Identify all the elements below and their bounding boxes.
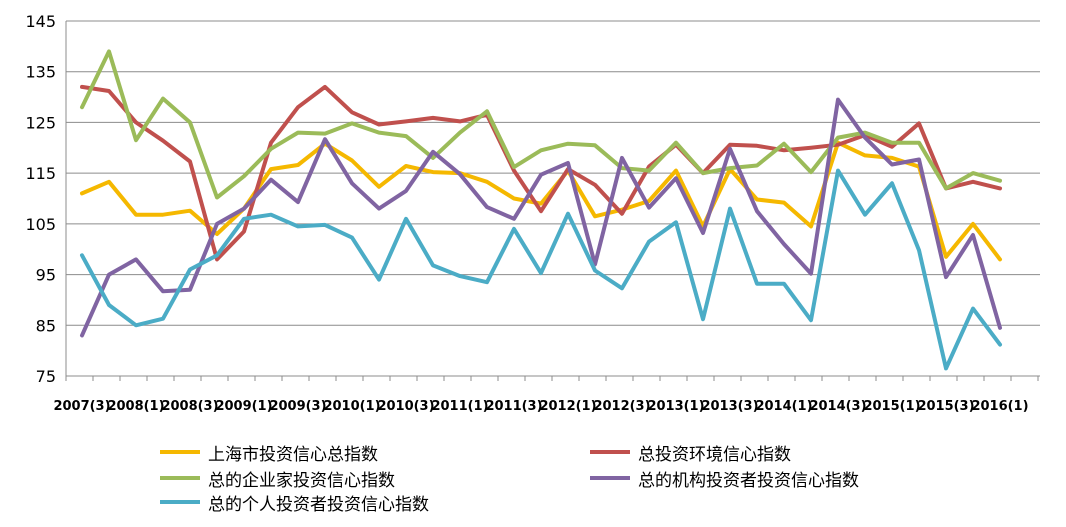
legend-swatch-environment — [590, 450, 630, 454]
legend-label-shanghai-total: 上海市投资信心总指数 — [208, 444, 378, 465]
x-tick-label-9: 2012(1) — [539, 399, 596, 414]
legend-label-institutional: 总的机构投资者投资信心指数 — [638, 470, 859, 491]
x-tick-label-6: 2010(3) — [377, 399, 434, 414]
legend-swatch-shanghai-total — [160, 450, 200, 454]
series-line-4 — [80, 168, 1002, 371]
y-tick-label-4: 115 — [25, 164, 56, 183]
legend-item-entrepreneur: 总的企业家投资信心指数 — [160, 466, 395, 491]
y-tick-label-7: 145 — [25, 12, 56, 31]
y-tick-label-5: 125 — [25, 113, 56, 132]
x-tick-label-3: 2009(1) — [215, 399, 272, 414]
legend-swatch-entrepreneur — [160, 476, 200, 480]
x-tick-label-12: 2013(3) — [701, 399, 758, 414]
y-tick-label-3: 105 — [25, 215, 56, 234]
x-tick-label-1: 2008(1) — [107, 399, 164, 414]
x-tick-label-2: 2008(3) — [161, 399, 218, 414]
legend-item-shanghai-total: 上海市投资信心总指数 — [160, 440, 378, 465]
x-tick-label-17: 2016(1) — [971, 399, 1028, 414]
x-tick-label-10: 2012(3) — [593, 399, 650, 414]
series-line-2 — [80, 49, 1002, 200]
legend-swatch-institutional — [590, 476, 630, 480]
legend-label-environment: 总投资环境信心指数 — [638, 444, 791, 465]
x-tick-label-7: 2011(1) — [431, 399, 488, 414]
x-tick-label-13: 2014(1) — [755, 399, 812, 414]
series-layer — [80, 49, 1002, 371]
axis-layer: 75 85 95 105 115 125 135 145 2007(3)2008(1)2008(… — [25, 12, 1040, 414]
y-tick-label-1: 85 — [36, 316, 56, 335]
series-line-1 — [80, 84, 1002, 262]
legend-item-institutional: 总的机构投资者投资信心指数 — [590, 466, 859, 491]
y-tick-label-2: 95 — [36, 266, 56, 285]
y-tick-label-0: 75 — [36, 367, 56, 386]
x-tick-label-11: 2013(1) — [647, 399, 704, 414]
series-line-3 — [80, 97, 1002, 338]
x-tick-label-8: 2011(3) — [485, 399, 542, 414]
legend-item-environment: 总投资环境信心指数 — [590, 440, 791, 465]
series-line-0 — [80, 140, 1002, 262]
x-tick-label-16: 2015(3) — [917, 399, 974, 414]
x-tick-label-14: 2014(3) — [809, 399, 866, 414]
legend-item-individual: 总的个人投资者投资信心指数 — [160, 490, 429, 515]
x-tick-label-5: 2010(1) — [323, 399, 380, 414]
legend-label-individual: 总的个人投资者投资信心指数 — [208, 494, 429, 515]
grid-layer — [66, 20, 1040, 377]
x-tick-label-4: 2009(3) — [269, 399, 326, 414]
y-tick-label-6: 135 — [25, 63, 56, 82]
line-chart: 75 85 95 105 115 125 135 145 2007(3)2008(1)2008(… — [25, 12, 1040, 414]
legend-label-entrepreneur: 总的企业家投资信心指数 — [208, 470, 395, 491]
x-tick-label-15: 2015(1) — [863, 399, 920, 414]
x-tick-label-0: 2007(3) — [53, 399, 110, 414]
legend-swatch-individual — [160, 500, 200, 504]
